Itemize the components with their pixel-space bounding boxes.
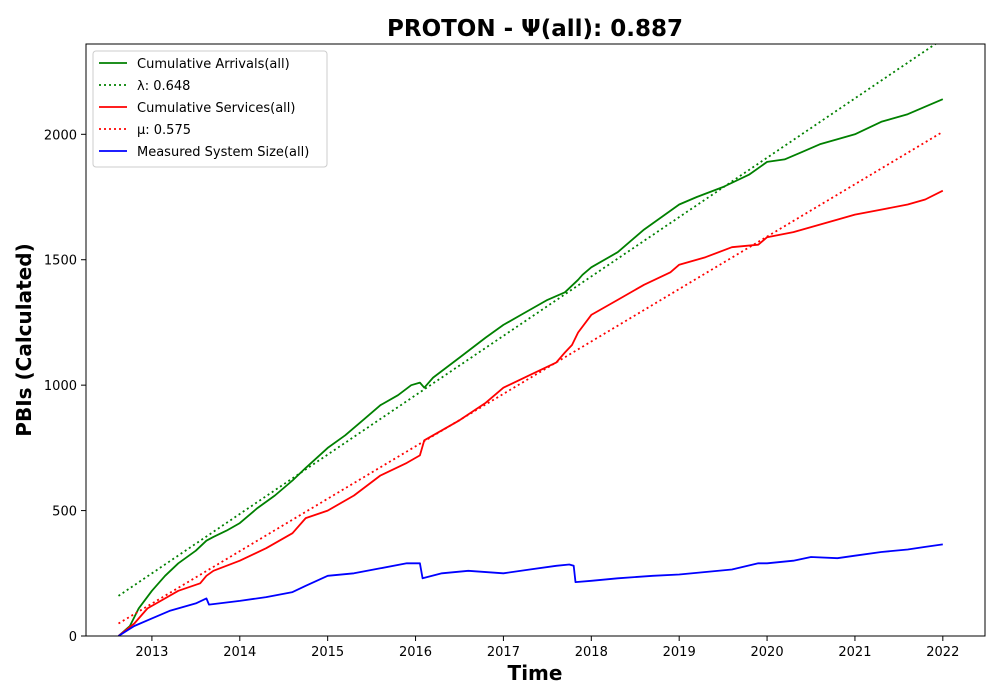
x-tick-label: 2016 <box>399 645 432 660</box>
chart-title: PROTON - Ψ(all): 0.887 <box>387 16 683 42</box>
legend-box <box>92 50 328 168</box>
series-line-1 <box>117 98 944 636</box>
legend-label: Cumulative Arrivals(all) <box>137 57 290 72</box>
legend-label: Cumulative Services(all) <box>137 101 295 116</box>
y-tick-label: 500 <box>52 505 77 520</box>
legend: Cumulative Arrivals(all) λ: 0.648 Cumulati… <box>92 50 328 168</box>
series-line-3 <box>117 189 944 636</box>
axes: 2013 2014 2015 2016 2017 2018 2019 2020 2021 2022… <box>44 43 986 660</box>
legend-label: λ: 0.648 <box>137 79 190 94</box>
y-tick-label: 1000 <box>44 379 77 394</box>
x-tick-label: 2017 <box>487 645 520 660</box>
series-line-5 <box>118 543 943 636</box>
plot-area <box>117 44 944 636</box>
x-tick-label: 2019 <box>663 645 696 660</box>
axes-frame <box>85 43 986 637</box>
y-tick-label: 1500 <box>44 254 77 269</box>
x-tick-label: 2021 <box>838 645 871 660</box>
x-tick-label: 2018 <box>575 645 608 660</box>
x-axis-label: Time <box>508 661 563 685</box>
x-tick-label: 2020 <box>751 645 784 660</box>
legend-label: Measured System Size(all) <box>137 145 309 160</box>
x-tick-label: 2013 <box>135 645 168 660</box>
y-tick-label: 2000 <box>44 128 77 143</box>
x-tick-label: 2022 <box>926 645 959 660</box>
x-tick-label: 2014 <box>223 645 256 660</box>
series-line-2 <box>117 44 938 597</box>
legend-label: μ: 0.575 <box>137 123 191 138</box>
y-axis-label: PBIs (Calculated) <box>12 243 36 436</box>
x-tick-label: 2015 <box>311 645 344 660</box>
y-tick-label: 0 <box>69 630 77 645</box>
